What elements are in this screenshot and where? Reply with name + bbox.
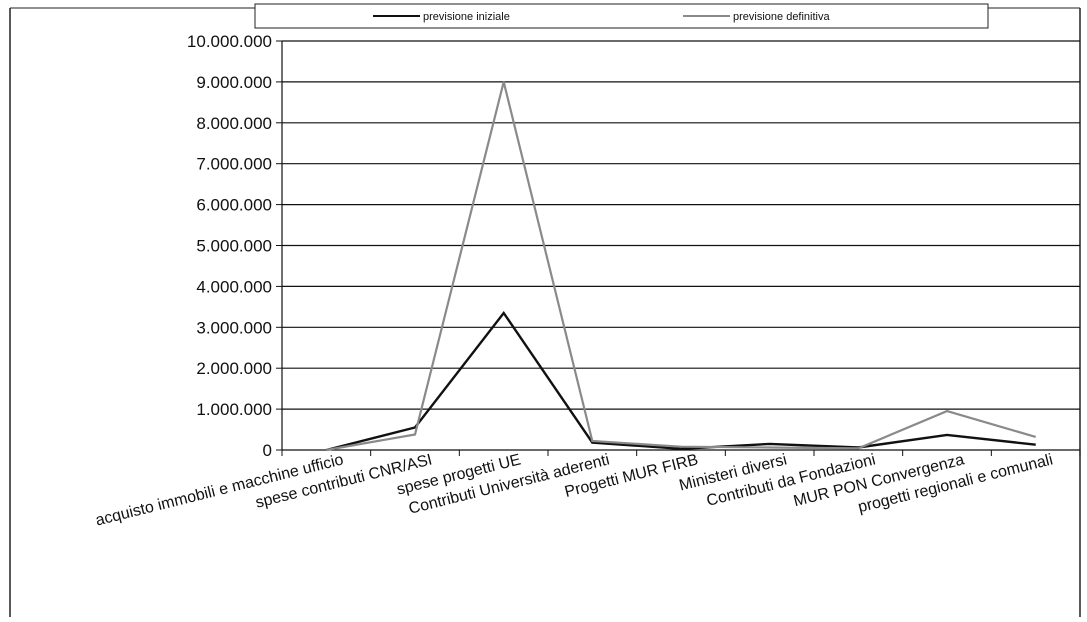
legend-label-previsione-iniziale: previsione iniziale — [423, 11, 510, 23]
y-tick-label: 0 — [263, 441, 272, 460]
series-line-previsione-definitiva — [326, 81, 1037, 452]
series-lines — [326, 81, 1037, 452]
axes — [276, 40, 1081, 456]
y-tick-label: 8.000.000 — [196, 114, 272, 133]
grid-lines — [282, 40, 1080, 410]
legend-box — [254, 3, 989, 29]
y-tick-label: 2.000.000 — [196, 359, 272, 378]
x-category-labels: acquisto immobili e macchine ufficiospes… — [94, 451, 1055, 529]
series-line-previsione-iniziale — [326, 310, 1036, 452]
y-tick-label: 5.000.000 — [196, 237, 272, 256]
legend: previsione iniziale previsione definitiv… — [254, 3, 989, 29]
y-tick-label: 6.000.000 — [196, 196, 272, 215]
legend-label-previsione-definitiva: previsione definitiva — [733, 11, 830, 23]
y-tick-label: 7.000.000 — [196, 155, 272, 174]
y-tick-label: 1.000.000 — [196, 400, 272, 419]
y-tick-label: 9.000.000 — [196, 73, 272, 92]
y-tick-label: 10.000.000 — [187, 32, 272, 51]
y-tick-labels: 0 1.000.000 2.000.000 3.000.000 4.000.000 5.0… — [187, 32, 272, 460]
y-tick-label: 3.000.000 — [196, 318, 272, 337]
y-tick-label: 4.000.000 — [196, 277, 272, 296]
